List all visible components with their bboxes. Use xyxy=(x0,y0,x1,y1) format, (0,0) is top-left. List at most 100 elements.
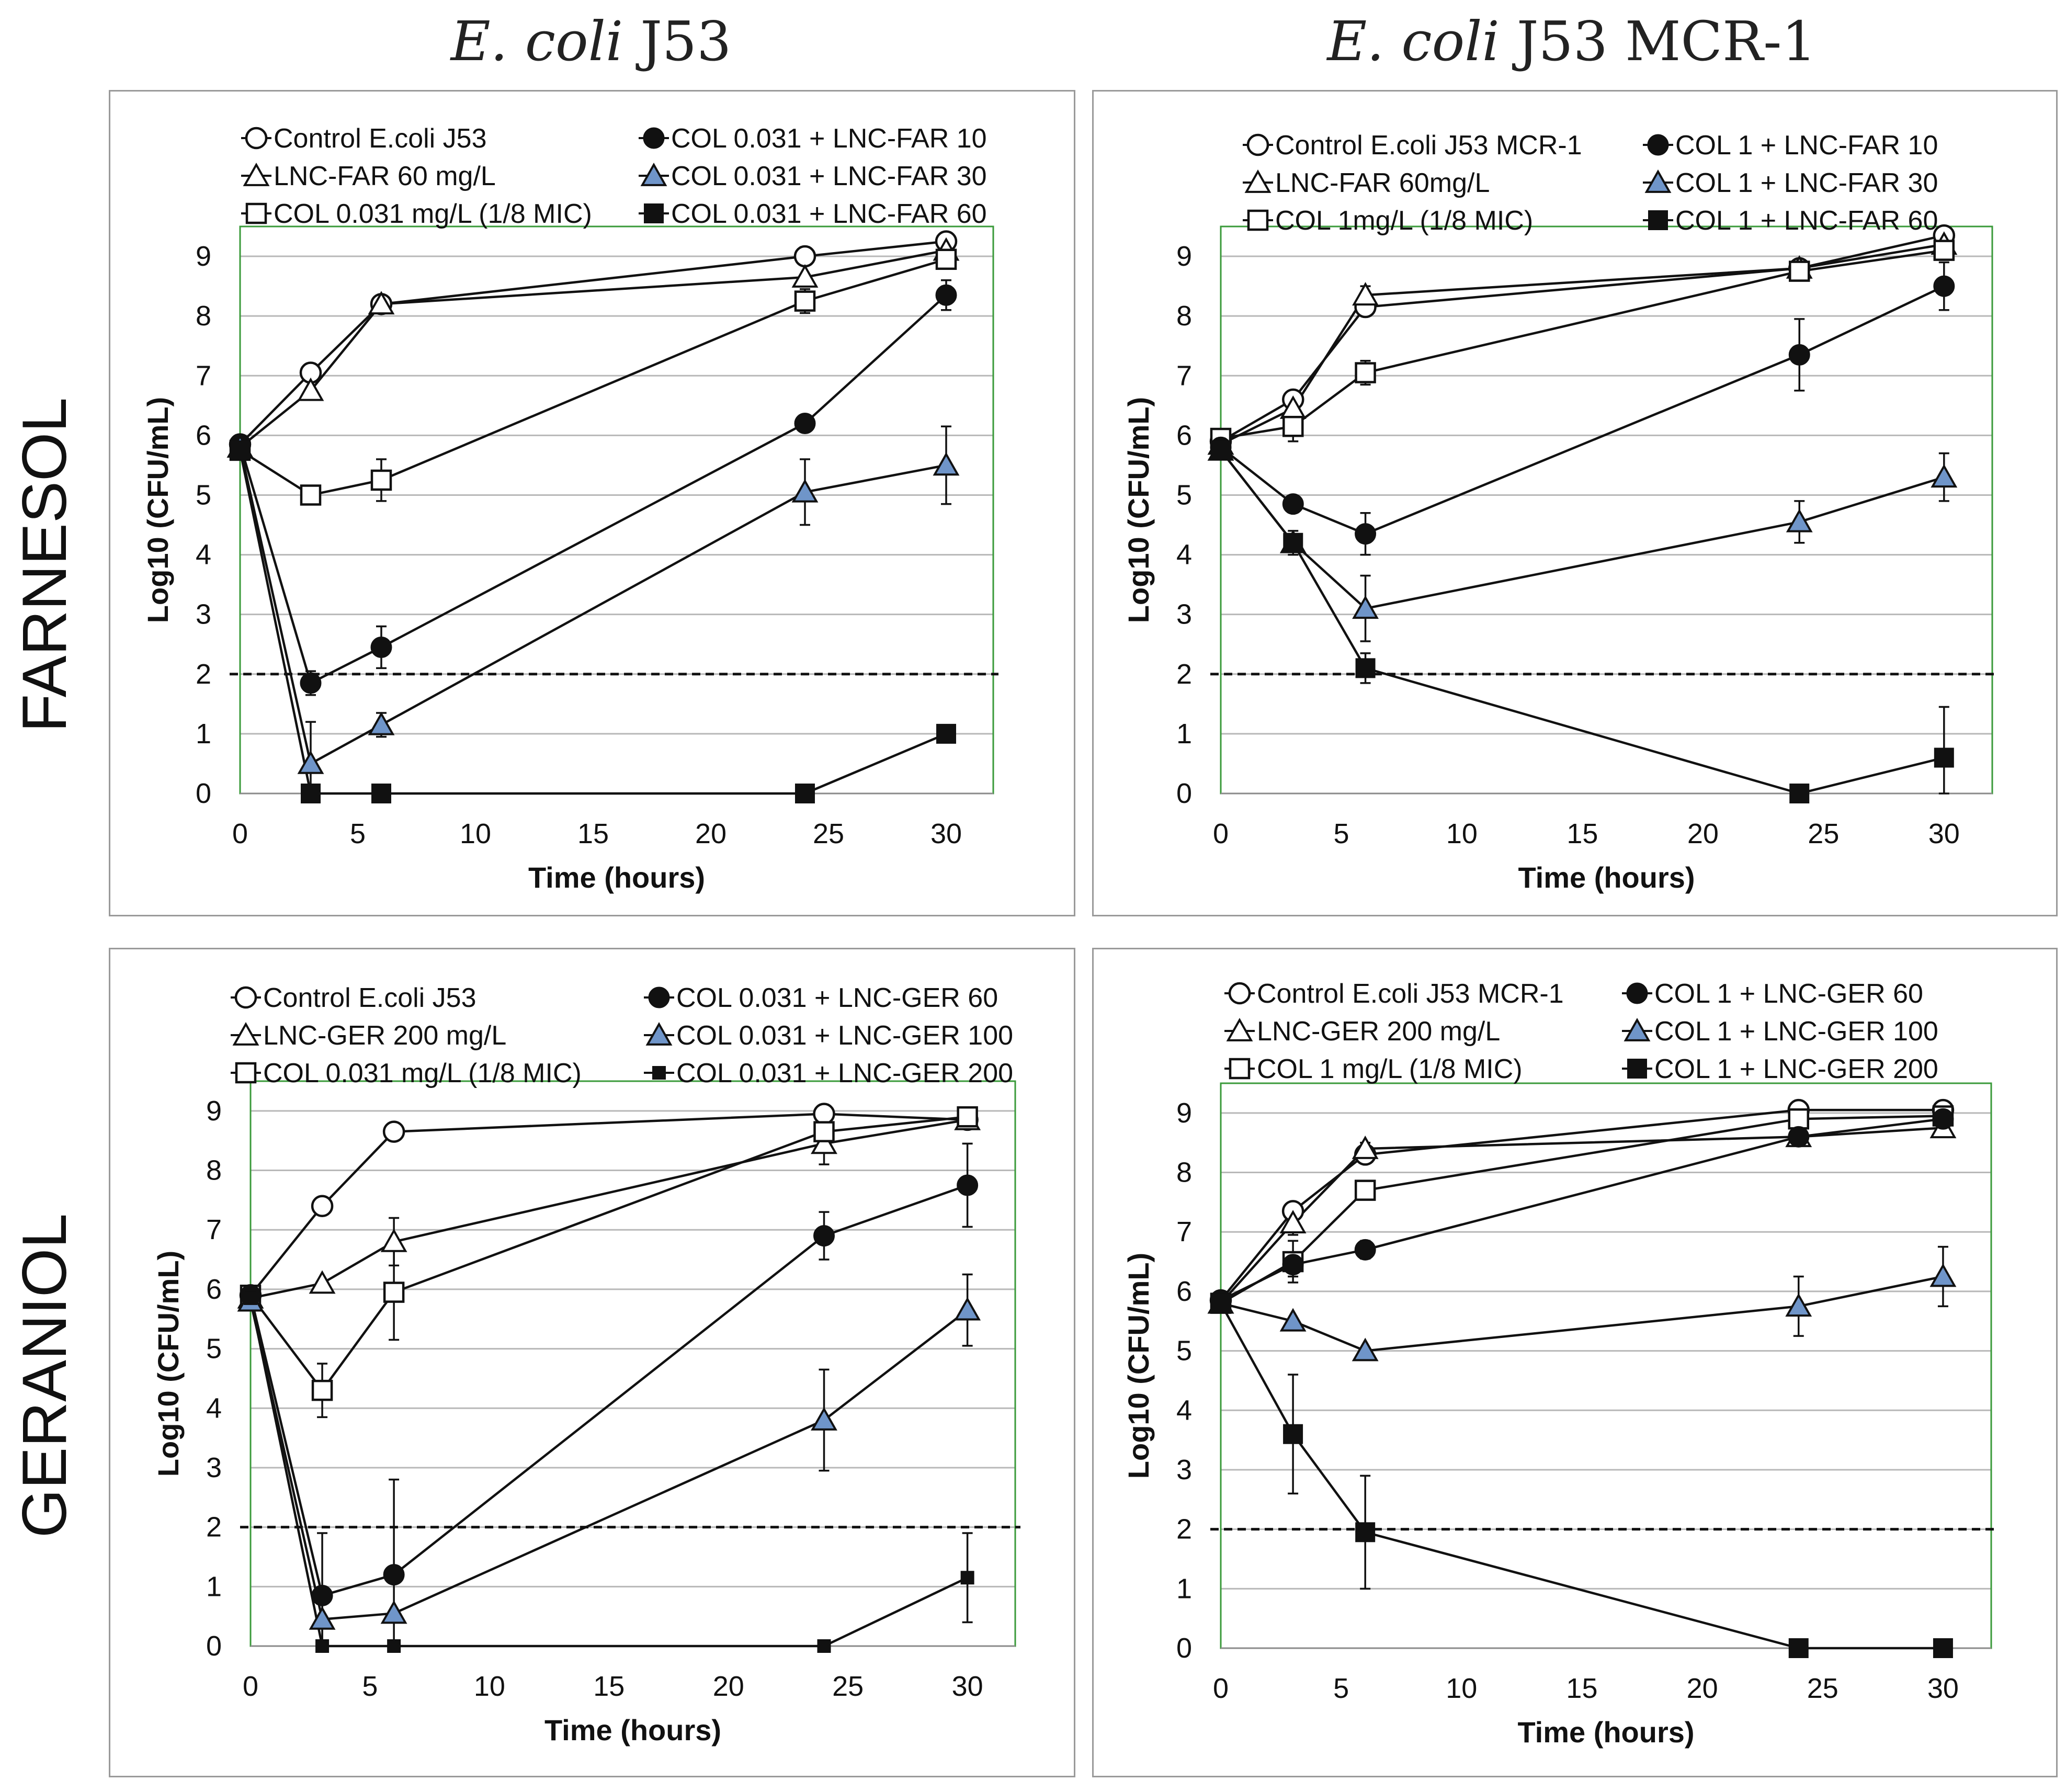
farnesol-j53-legend-marker-2 xyxy=(245,202,267,224)
farnesol-mcr1-y-tick-label: 9 xyxy=(1176,241,1192,272)
farnesol-j53-point-1-2 xyxy=(368,291,395,315)
farnesol-mcr1-legend-label-2: COL 1mg/L (1/8 MIC) xyxy=(1275,206,1533,236)
farnesol-j53-y-tick-label: 0 xyxy=(196,778,211,809)
farnesol-j53-point-5-0 xyxy=(230,440,250,460)
farnesol-j53-legend-marker-3 xyxy=(643,127,665,149)
geraniol-mcr1-point-5-1 xyxy=(1283,1424,1303,1444)
farnesol-mcr1-legend-label-0: Control E.coli J53 MCR-1 xyxy=(1275,130,1582,161)
farnesol-j53-legend-label-1: LNC-FAR 60 mg/L xyxy=(274,161,496,191)
geraniol-mcr1-legend-label-1: LNC-GER 200 mg/L xyxy=(1257,1016,1500,1047)
geraniol-mcr1-legend-marker-3 xyxy=(1626,982,1648,1004)
geraniol-j53-x-tick-label: 10 xyxy=(474,1671,505,1702)
farnesol-j53-y-axis-label: Log10 (CFU/mL) xyxy=(141,397,174,623)
farnesol-j53-legend-marker-4 xyxy=(640,162,667,186)
farnesol-mcr1-point-3-1 xyxy=(1282,493,1304,515)
farnesol-j53-point-3-3 xyxy=(794,413,816,435)
farnesol-j53-x-tick-label: 30 xyxy=(930,818,962,849)
geraniol-mcr1-y-tick-label: 7 xyxy=(1176,1216,1192,1247)
geraniol-j53-point-1-3 xyxy=(811,1130,837,1154)
geraniol-j53-y-tick-label: 4 xyxy=(206,1392,222,1424)
farnesol-j53-point-0-3 xyxy=(793,245,816,268)
farnesol-j53-legend-label-5: COL 0.031 + LNC-FAR 60 xyxy=(671,199,987,229)
geraniol-mcr1-y-tick-label: 1 xyxy=(1176,1573,1192,1604)
geraniol-j53-point-2-1 xyxy=(311,1379,333,1401)
geraniol-mcr1-legend-label-3: COL 1 + LNC-GER 60 xyxy=(1654,979,1923,1009)
panel-farnesol-j53: 0 1 2 3 4 5 6 7 8 9 0 5 10 15 20 25 30 Time (hours) Log10 … xyxy=(109,90,1075,916)
geraniol-mcr1-point-2-2 xyxy=(1354,1179,1376,1201)
farnesol-j53-point-3-2 xyxy=(370,636,392,658)
geraniol-j53-point-0-1 xyxy=(311,1195,334,1217)
farnesol-mcr1-x-axis-label: Time (hours) xyxy=(1518,861,1695,894)
column-title-mcr1: E. coli J53 MCR-1 xyxy=(1088,9,2056,77)
farnesol-mcr1-point-2-1 xyxy=(1282,416,1304,437)
geraniol-j53-series-line-0 xyxy=(249,1113,968,1296)
geraniol-mcr1-point-4-3 xyxy=(1785,1293,1812,1317)
farnesol-mcr1-legend-label-3: COL 1 + LNC-FAR 10 xyxy=(1675,130,1938,161)
geraniol-j53-x-axis-label: Time (hours) xyxy=(544,1714,721,1746)
farnesol-mcr1-point-4-3 xyxy=(1786,508,1813,532)
farnesol-mcr1-legend-label-4: COL 1 + LNC-FAR 30 xyxy=(1675,168,1938,198)
farnesol-mcr1-point-2-2 xyxy=(1355,362,1376,383)
farnesol-j53-point-2-1 xyxy=(300,484,322,506)
geraniol-j53-point-0-3 xyxy=(813,1103,835,1125)
geraniol-j53-y-axis-label: Log10 (CFU/mL) xyxy=(152,1251,185,1477)
farnesol-j53-legend-marker-5 xyxy=(644,203,664,223)
farnesol-mcr1-point-3-4 xyxy=(1933,275,1955,297)
farnesol-j53-y-tick-label: 4 xyxy=(196,539,211,571)
geraniol-j53-y-tick-label: 2 xyxy=(206,1512,222,1543)
farnesol-mcr1-legend-marker-2 xyxy=(1247,209,1269,231)
geraniol-j53-point-5-2 xyxy=(387,1639,401,1653)
farnesol-j53-point-5-4 xyxy=(936,723,956,744)
farnesol-j53-legend-label-4: COL 0.031 + LNC-FAR 30 xyxy=(671,161,987,191)
geraniol-mcr1-legend-marker-0 xyxy=(1228,982,1251,1005)
geraniol-mcr1-point-5-4 xyxy=(1933,1638,1953,1658)
farnesol-mcr1-y-tick-label: 0 xyxy=(1176,778,1192,809)
farnesol-j53-x-tick-label: 10 xyxy=(460,818,491,849)
geraniol-j53-legend-label-5: COL 0.031 + LNC-GER 200 xyxy=(676,1058,1013,1088)
column-title-j53-italic: E. coli xyxy=(450,9,623,73)
column-title-mcr1-rest: J53 MCR-1 xyxy=(1499,9,1817,73)
farnesol-mcr1-plot-border xyxy=(1220,225,1993,795)
farnesol-mcr1-x-tick-label: 20 xyxy=(1687,818,1719,849)
geraniol-mcr1-series-line-5 xyxy=(1220,1302,1943,1650)
geraniol-j53-point-1-1 xyxy=(309,1270,336,1294)
geraniol-mcr1-series-line-4 xyxy=(1220,1275,1944,1352)
farnesol-j53-legend-marker-1 xyxy=(243,162,270,186)
geraniol-j53-series-line-5 xyxy=(249,1298,968,1648)
geraniol-mcr1-series-line-2 xyxy=(1220,1115,1943,1305)
farnesol-mcr1-legend-label-5: COL 1 + LNC-FAR 60 xyxy=(1675,206,1938,236)
farnesol-mcr1-point-5-3 xyxy=(1789,784,1810,803)
farnesol-mcr1-series-line-5 xyxy=(1220,449,1945,795)
geraniol-mcr1-legend-marker-4 xyxy=(1624,1017,1651,1041)
geraniol-j53-legend-marker-3 xyxy=(648,986,670,1008)
geraniol-mcr1-x-tick-label: 30 xyxy=(1927,1673,1959,1704)
farnesol-j53-y-tick-label: 5 xyxy=(196,479,211,511)
farnesol-j53-plot-border xyxy=(239,225,994,795)
geraniol-j53-y-tick-label: 8 xyxy=(206,1155,222,1186)
geraniol-j53-y-tick-label: 7 xyxy=(206,1214,222,1245)
chart-farnesol-mcr1: 0 1 2 3 4 5 6 7 8 9 0 5 10 15 20 25 30 Time (hours) Log10 … xyxy=(1122,130,1997,894)
geraniol-mcr1-legend-label-4: COL 1 + LNC-GER 100 xyxy=(1654,1016,1938,1047)
geraniol-j53-point-3-2 xyxy=(383,1564,405,1586)
geraniol-mcr1-point-5-3 xyxy=(1788,1638,1809,1658)
geraniol-j53-legend-label-0: Control E.coli J53 xyxy=(263,983,476,1013)
geraniol-mcr1-legend-marker-5 xyxy=(1627,1059,1647,1079)
geraniol-j53-point-4-1 xyxy=(309,1606,336,1630)
geraniol-j53-series-line-3 xyxy=(249,1184,968,1597)
farnesol-mcr1-point-5-0 xyxy=(1211,440,1231,460)
farnesol-j53-y-tick-label: 9 xyxy=(196,241,211,272)
geraniol-j53-legend-label-3: COL 0.031 + LNC-GER 60 xyxy=(676,983,998,1013)
row-title-farnesol: FARNESOL xyxy=(9,397,80,733)
geraniol-j53-point-3-3 xyxy=(813,1225,835,1247)
geraniol-j53-point-4-2 xyxy=(380,1600,407,1624)
farnesol-j53-series-line-2 xyxy=(239,258,947,496)
geraniol-mcr1-legend-marker-2 xyxy=(1229,1058,1251,1080)
geraniol-mcr1-y-axis-label: Log10 (CFU/mL) xyxy=(1122,1253,1155,1479)
farnesol-j53-x-tick-label: 25 xyxy=(813,818,844,849)
farnesol-mcr1-legend-marker-1 xyxy=(1244,169,1272,193)
farnesol-mcr1-x-tick-label: 0 xyxy=(1213,818,1229,849)
geraniol-j53-point-5-1 xyxy=(315,1639,330,1653)
farnesol-mcr1-point-2-3 xyxy=(1789,260,1810,282)
geraniol-mcr1-y-tick-label: 4 xyxy=(1176,1394,1192,1426)
farnesol-mcr1-legend-marker-5 xyxy=(1648,210,1668,230)
